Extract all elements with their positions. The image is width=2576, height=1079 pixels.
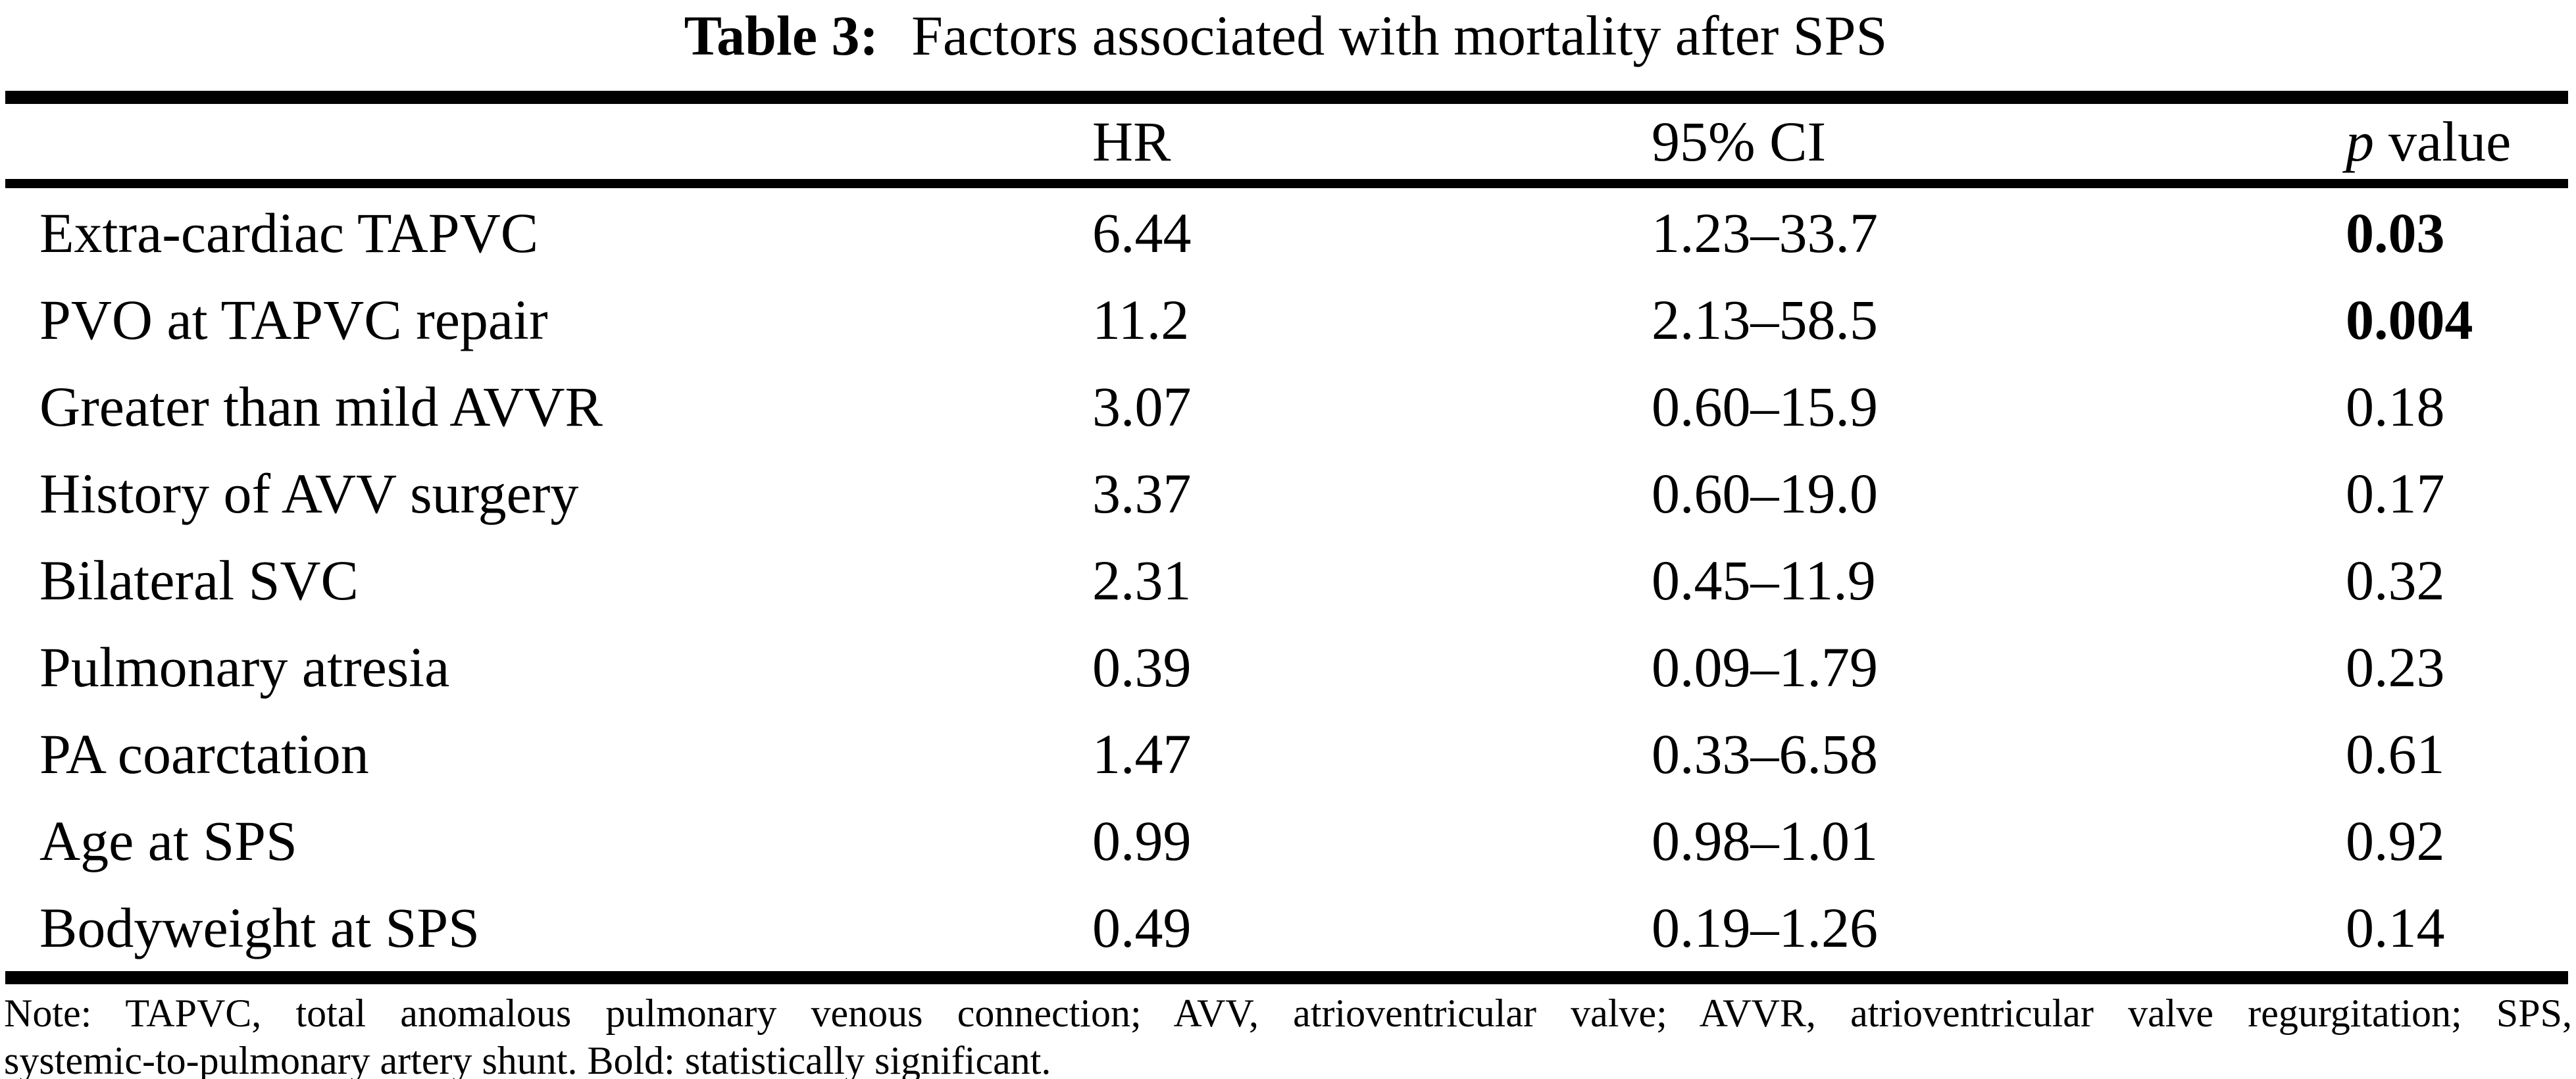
p-value-cell: 0.14	[2346, 896, 2445, 959]
table-row: PA coarctation 1.47 0.33–6.58 0.61	[39, 711, 2565, 797]
factor-cell: PVO at TAPVC repair	[39, 288, 548, 351]
ci-cell: 0.45–11.9	[1652, 549, 1876, 612]
factor-cell: History of AVV surgery	[39, 462, 579, 525]
top-rule	[5, 91, 2568, 104]
header-p-word: value	[2388, 110, 2512, 173]
factor-cell: Bilateral SVC	[39, 549, 359, 612]
table-footnote: Note: TAPVC, total anomalous pulmonary v…	[4, 990, 2572, 1079]
ci-cell: 0.19–1.26	[1652, 896, 1878, 959]
factor-cell: Age at SPS	[39, 809, 297, 872]
bottom-rule	[5, 971, 2568, 984]
hr-cell: 11.2	[1092, 288, 1190, 351]
p-value-cell: 0.92	[2346, 809, 2445, 872]
hr-cell: 3.37	[1092, 462, 1192, 525]
header-p-symbol: p	[2346, 110, 2374, 173]
table-row: History of AVV surgery 3.37 0.60–19.0 0.17	[39, 450, 2565, 537]
table-row: Bodyweight at SPS 0.49 0.19–1.26 0.14	[39, 884, 2565, 971]
factor-cell: Greater than mild AVVR	[39, 375, 603, 438]
p-value-cell: 0.17	[2346, 462, 2445, 525]
ci-cell: 1.23–33.7	[1652, 201, 1878, 264]
footnote-line-2: systemic-to-pulmonary artery shunt. Bold…	[4, 1039, 1051, 1079]
p-value-cell: 0.03	[2346, 201, 2445, 264]
hr-cell: 0.49	[1092, 896, 1192, 959]
table-title: Table 3: Factors associated with mortalit…	[7, 0, 2565, 71]
table-row: Bilateral SVC 2.31 0.45–11.9 0.32	[39, 537, 2565, 624]
header-rule	[5, 179, 2568, 188]
p-value-cell: 0.61	[2346, 722, 2445, 786]
factor-cell: Bodyweight at SPS	[39, 896, 480, 959]
ci-cell: 0.33–6.58	[1652, 722, 1878, 786]
footnote-line-1: Note: TAPVC, total anomalous pulmonary v…	[4, 991, 2572, 1035]
table-row: PVO at TAPVC repair 11.2 2.13–58.5 0.004	[39, 276, 2565, 363]
table-row: Pulmonary atresia 0.39 0.09–1.79 0.23	[39, 624, 2565, 711]
table-row: Greater than mild AVVR 3.07 0.60–15.9 0.18	[39, 363, 2565, 450]
ci-cell: 2.13–58.5	[1652, 288, 1878, 351]
ci-cell: 0.98–1.01	[1652, 809, 1878, 872]
hr-cell: 6.44	[1092, 201, 1192, 264]
hr-cell: 2.31	[1092, 549, 1192, 612]
header-hr-cell: HR	[1092, 110, 1171, 173]
table-header-row: HR 95% CI p value	[7, 104, 2565, 179]
factor-cell: Extra-cardiac TAPVC	[39, 201, 539, 264]
table-row: Extra-cardiac TAPVC 6.44 1.23–33.7 0.03	[39, 189, 2565, 276]
factor-cell: Pulmonary atresia	[39, 636, 450, 699]
header-pvalue-cell: p value	[2346, 109, 2565, 174]
hr-cell: 0.39	[1092, 636, 1192, 699]
table-caption: Factors associated with mortality after …	[911, 4, 1888, 67]
hr-cell: 0.99	[1092, 809, 1192, 872]
table-body: Extra-cardiac TAPVC 6.44 1.23–33.7 0.03 PVO …	[7, 189, 2565, 971]
ci-cell: 0.60–15.9	[1652, 375, 1878, 438]
ci-cell: 0.09–1.79	[1652, 636, 1878, 699]
ci-cell: 0.60–19.0	[1652, 462, 1878, 525]
table-row: Age at SPS 0.99 0.98–1.01 0.92	[39, 797, 2565, 884]
p-value-cell: 0.32	[2346, 549, 2445, 612]
header-ci-cell: 95% CI	[1652, 110, 1827, 173]
table-number-label: Table 3:	[684, 4, 879, 67]
p-value-cell: 0.18	[2346, 375, 2445, 438]
factor-cell: PA coarctation	[39, 722, 369, 786]
p-value-cell: 0.23	[2346, 636, 2445, 699]
hr-cell: 1.47	[1092, 722, 1192, 786]
p-value-cell: 0.004	[2346, 288, 2473, 351]
hr-cell: 3.07	[1092, 375, 1192, 438]
